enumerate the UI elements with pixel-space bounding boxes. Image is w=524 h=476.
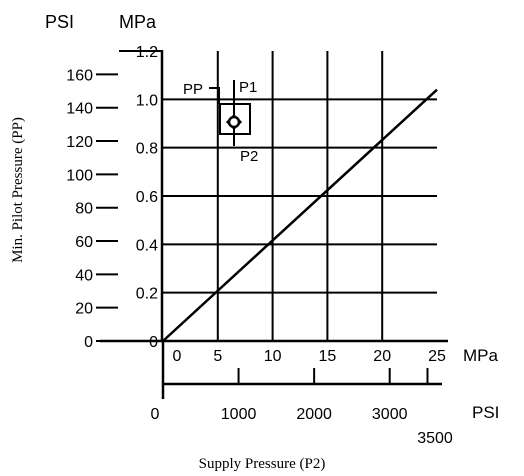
y-tick-label-mpa-0.2: 0.2 <box>136 286 158 303</box>
y-tick-label-mpa-0.8: 0.8 <box>136 141 158 158</box>
y-axis-title: Min. Pilot Pressure (PP) <box>10 117 26 263</box>
y-unit-psi-label: PSI <box>45 12 74 32</box>
valve-symbol-pilot-line <box>209 87 220 104</box>
y-tick-label-mpa-1.0: 1.0 <box>136 92 158 109</box>
series-line-0 <box>162 88 438 342</box>
y-tick-label-psi-160: 160 <box>66 67 93 84</box>
axes <box>100 50 448 399</box>
y-tick-label-mpa-0.6: 0.6 <box>136 189 158 206</box>
x-tick-label-psi-1000: 1000 <box>221 406 257 423</box>
valve-symbol-ball <box>227 115 241 129</box>
grid-lines <box>163 51 437 341</box>
y-tick-label-mpa-1.2: 1.2 <box>136 44 158 61</box>
symbol-label-p1: P1 <box>239 79 257 96</box>
x-tick-label-mpa-25: 25 <box>428 348 446 365</box>
x-tick-label-psi-3500: 3500 <box>417 430 453 447</box>
symbol-label-p2: P2 <box>240 148 258 165</box>
x-tick-label-mpa-10: 10 <box>264 348 282 365</box>
tick-layer: 00.20.40.60.81.01.2020406080100120140160… <box>66 44 453 447</box>
x-tick-label-psi-3000: 3000 <box>372 406 408 423</box>
y-tick-label-psi-20: 20 <box>75 301 93 318</box>
y-tick-label-mpa-0.4: 0.4 <box>136 237 158 254</box>
valve-symbol <box>209 80 251 146</box>
x-tick-label-mpa-0: 0 <box>173 348 182 365</box>
x-unit-mpa-label: MPa <box>463 346 499 365</box>
y-tick-label-psi-0: 0 <box>84 334 93 351</box>
y-unit-mpa-label: MPa <box>119 12 157 32</box>
x-tick-label-mpa-5: 5 <box>213 348 222 365</box>
x-unit-psi-label: PSI <box>472 403 499 422</box>
x-tick-label-mpa-15: 15 <box>319 348 337 365</box>
x-tick-label-mpa-20: 20 <box>373 348 391 365</box>
x-axis-title: Supply Pressure (P2) <box>199 456 326 472</box>
x-tick-label-psi-2000: 2000 <box>296 406 332 423</box>
y-tick-label-psi-40: 40 <box>75 267 93 284</box>
valve-symbol-seat <box>225 113 243 131</box>
x-tick-label-psi-0: 0 <box>151 406 160 423</box>
y-tick-label-psi-140: 140 <box>66 101 93 118</box>
series-layer <box>162 88 438 342</box>
y-tick-label-psi-100: 100 <box>66 167 93 184</box>
y-tick-label-psi-120: 120 <box>66 134 93 151</box>
y-tick-label-mpa-0: 0 <box>149 334 158 351</box>
y-tick-label-psi-80: 80 <box>75 201 93 218</box>
y-tick-label-psi-60: 60 <box>75 234 93 251</box>
symbol-label-pp: PP <box>183 81 203 98</box>
